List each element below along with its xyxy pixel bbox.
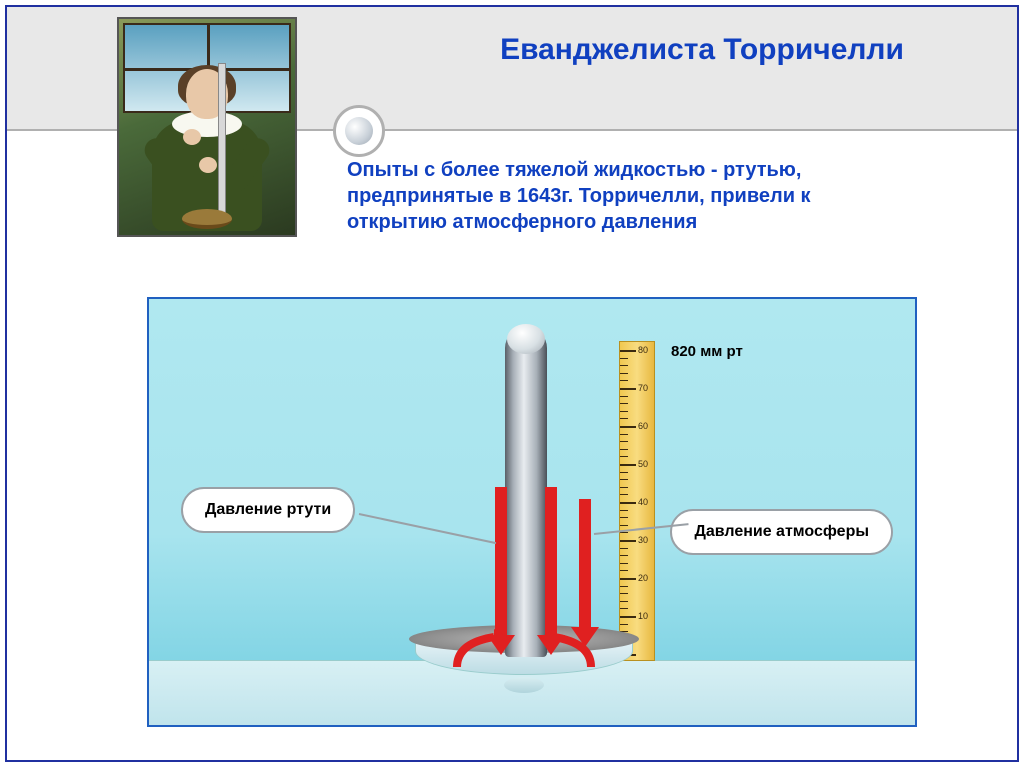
portrait-torricelli	[117, 17, 297, 237]
arrow-mercury-left	[495, 487, 507, 637]
callout-atmosphere-pressure: Давление атмосферы	[670, 509, 893, 555]
ruler-label: 820 мм рт	[671, 343, 743, 360]
ruler: 1020304050607080	[619, 341, 655, 661]
slide: Еванджелиста Торричелли Опыты с более тя…	[0, 0, 1024, 767]
arrow-atmosphere	[579, 499, 591, 629]
arrow-mercury-right	[545, 487, 557, 637]
portrait-figure	[137, 65, 277, 235]
description-text: Опыты с более тяжелой жидкостью - ртутью…	[347, 157, 897, 235]
callout-line-left	[359, 513, 496, 544]
arrow-curve-left	[449, 635, 499, 675]
callout-mercury-pressure: Давление ртути	[181, 487, 355, 533]
torricelli-diagram: 1020304050607080 820 мм рт	[147, 297, 917, 727]
mercury-tube	[505, 327, 547, 657]
arrow-curve-right	[549, 635, 599, 675]
decor-circle-icon	[333, 105, 385, 157]
slide-frame: Еванджелиста Торричелли Опыты с более тя…	[5, 5, 1019, 762]
tube-vacuum-top	[507, 324, 545, 354]
ruler-ticks: 1020304050607080	[620, 342, 654, 660]
slide-title: Еванджелиста Торричелли	[427, 31, 977, 69]
